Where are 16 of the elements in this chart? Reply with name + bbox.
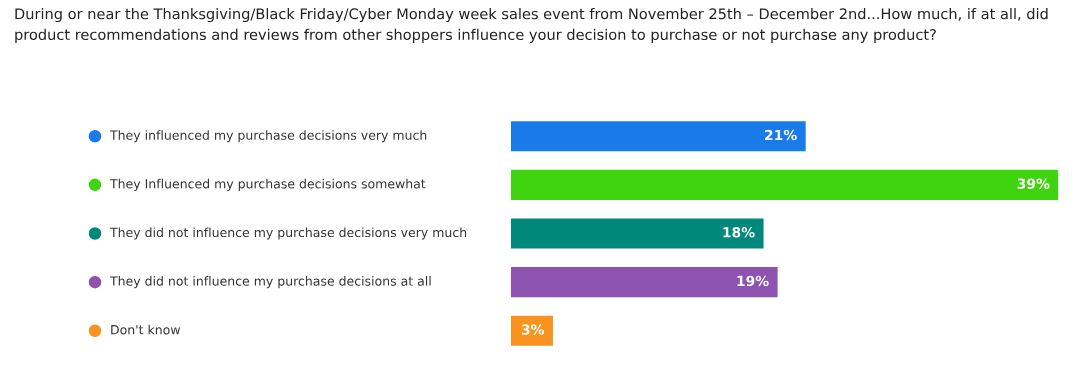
y-tick-label: They Influenced my purchase decisions somewhat [109,178,426,191]
data-label: 21% [765,129,797,141]
chart-title: During or near the Thanksgiving/Black Friday/Cyber Monday week sales event from November 25th – December 2nd...How much, if at all, did product recommendations and reviews from other shoppers influence your decision to purchase or not purchase any product? [15,8,1048,43]
bar [510,169,1059,200]
y-tick-label: They did not influence my purchase decisions very much [109,227,467,240]
bar [510,121,806,152]
bar [510,218,764,249]
data-label: 19% [737,275,769,287]
data-label: 3% [521,324,545,335]
y-tick-label: They influenced my purchase decisions very much [109,130,427,143]
bar [510,315,553,346]
bar [510,267,778,298]
data-label: 18% [723,227,755,238]
data-label: 39% [1017,178,1050,189]
y-tick-label: They did not influence my purchase decisions at all [109,276,431,289]
y-tick-label: Don't know [111,324,181,335]
